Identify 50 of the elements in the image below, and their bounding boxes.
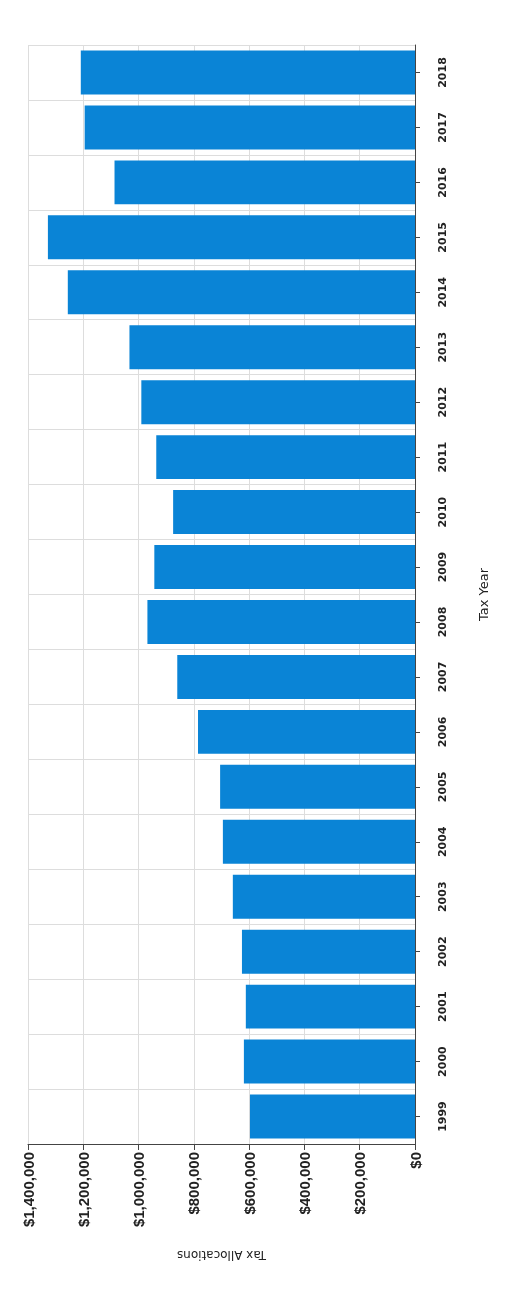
bar [80,50,415,95]
bar [222,819,415,864]
bar [243,1039,415,1084]
x-tick-label: $1,200,000 [74,1152,92,1228]
y-tick-label: 2005 [436,771,449,803]
bar [173,490,415,535]
x-tick-label: $1,000,000 [130,1152,148,1228]
y-tick-label: 2011 [436,441,449,473]
y-axis-title: Tax Year [476,567,491,623]
y-tick-label: 2002 [436,936,449,967]
x-tick-label: $0 [406,1152,424,1169]
bar [154,545,415,590]
bar [241,929,415,974]
y-tick-label: 2003 [436,881,449,913]
y-tick-label: 2014 [436,276,449,308]
y-tick-label: 2010 [436,496,449,528]
bar [232,874,415,919]
x-tick-label: $200,000 [351,1152,369,1215]
y-tick-label: 2007 [436,661,449,693]
y-tick-label: 2006 [436,716,449,748]
bar [249,1094,415,1139]
y-tick-label: 2001 [436,991,449,1022]
y-tick-label: 2008 [436,606,449,638]
y-tick-label: 2016 [436,166,449,198]
y-tick-label: 2009 [436,551,449,583]
x-tick-label: $800,000 [185,1152,203,1215]
x-tick-label: $1,400,000 [19,1152,37,1228]
y-tick-label: 2015 [436,222,449,253]
x-tick-label: $600,000 [240,1152,258,1215]
bar [198,709,415,754]
y-tick-label: 2018 [436,57,449,88]
bar [147,600,415,644]
y-tick-label: 2012 [436,386,449,418]
bar [84,105,415,150]
x-axis-title: Tax Allocations [176,1248,268,1262]
bar [156,435,415,480]
bar [47,215,415,260]
y-tick-label: 1999 [436,1101,449,1132]
bar [67,270,415,315]
bar [114,160,415,205]
bar [220,764,415,809]
y-tick-label: 2000 [436,1045,449,1077]
bar [141,380,415,425]
y-tick-label: 2004 [436,826,449,858]
bar [129,325,415,370]
bar [177,654,415,699]
x-tick-label: $400,000 [295,1152,313,1215]
y-tick-label: 2017 [436,112,449,143]
bar [245,984,415,1029]
y-tick-label: 2013 [436,331,449,363]
